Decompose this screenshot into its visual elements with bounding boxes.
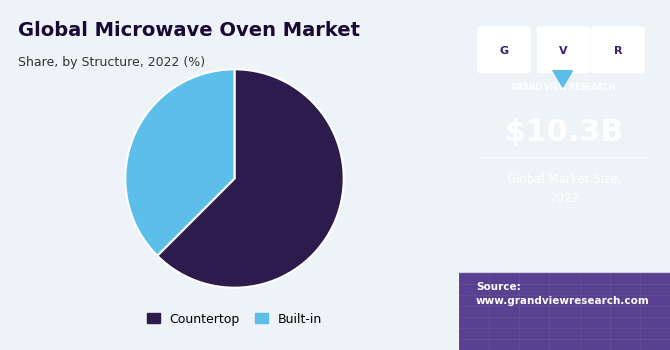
Polygon shape <box>554 71 572 86</box>
Wedge shape <box>125 69 234 256</box>
Text: V: V <box>559 46 568 56</box>
Wedge shape <box>157 69 344 288</box>
Text: Global Microwave Oven Market: Global Microwave Oven Market <box>18 21 360 40</box>
Text: Global Market Size,
2022: Global Market Size, 2022 <box>507 174 622 204</box>
Legend: Countertop, Built-in: Countertop, Built-in <box>142 308 327 331</box>
FancyBboxPatch shape <box>537 27 590 72</box>
Text: $10.3B: $10.3B <box>505 119 624 147</box>
Text: G: G <box>499 46 509 56</box>
Bar <box>459 273 670 350</box>
Text: Share, by Structure, 2022 (%): Share, by Structure, 2022 (%) <box>18 56 206 69</box>
FancyBboxPatch shape <box>478 27 530 72</box>
Text: Source:
www.grandviewresearch.com: Source: www.grandviewresearch.com <box>476 282 650 306</box>
Text: R: R <box>614 46 622 56</box>
Text: GRAND VIEW RESEARCH: GRAND VIEW RESEARCH <box>511 83 615 92</box>
FancyBboxPatch shape <box>592 27 645 72</box>
